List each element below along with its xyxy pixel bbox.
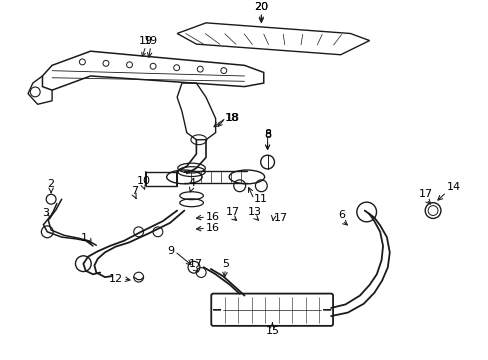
Text: 13: 13 [247, 207, 262, 217]
Text: 8: 8 [264, 129, 271, 139]
Text: 2: 2 [47, 179, 55, 189]
Text: 6: 6 [338, 211, 345, 220]
Text: 8: 8 [264, 130, 271, 140]
Text: 20: 20 [254, 2, 268, 12]
Text: 20: 20 [254, 2, 268, 12]
Text: 1: 1 [81, 233, 88, 243]
Text: 4: 4 [188, 177, 195, 188]
Text: 5: 5 [221, 259, 228, 269]
Text: 17: 17 [225, 207, 239, 217]
Text: 19: 19 [139, 36, 153, 46]
Text: 18: 18 [226, 113, 240, 123]
Text: 11: 11 [254, 194, 267, 204]
Text: 19: 19 [143, 36, 158, 46]
Text: 15: 15 [265, 326, 279, 336]
Text: 17: 17 [273, 213, 287, 222]
Text: 18: 18 [225, 113, 239, 123]
Text: 17: 17 [418, 189, 432, 199]
Text: 12: 12 [109, 274, 123, 284]
Text: 16: 16 [205, 212, 220, 222]
Text: 3: 3 [42, 208, 50, 219]
Text: 10: 10 [136, 176, 150, 186]
Text: 16: 16 [205, 223, 220, 233]
Text: 7: 7 [131, 186, 138, 196]
Text: 9: 9 [167, 246, 174, 256]
Text: 14: 14 [446, 182, 460, 192]
Text: 17: 17 [188, 259, 202, 269]
